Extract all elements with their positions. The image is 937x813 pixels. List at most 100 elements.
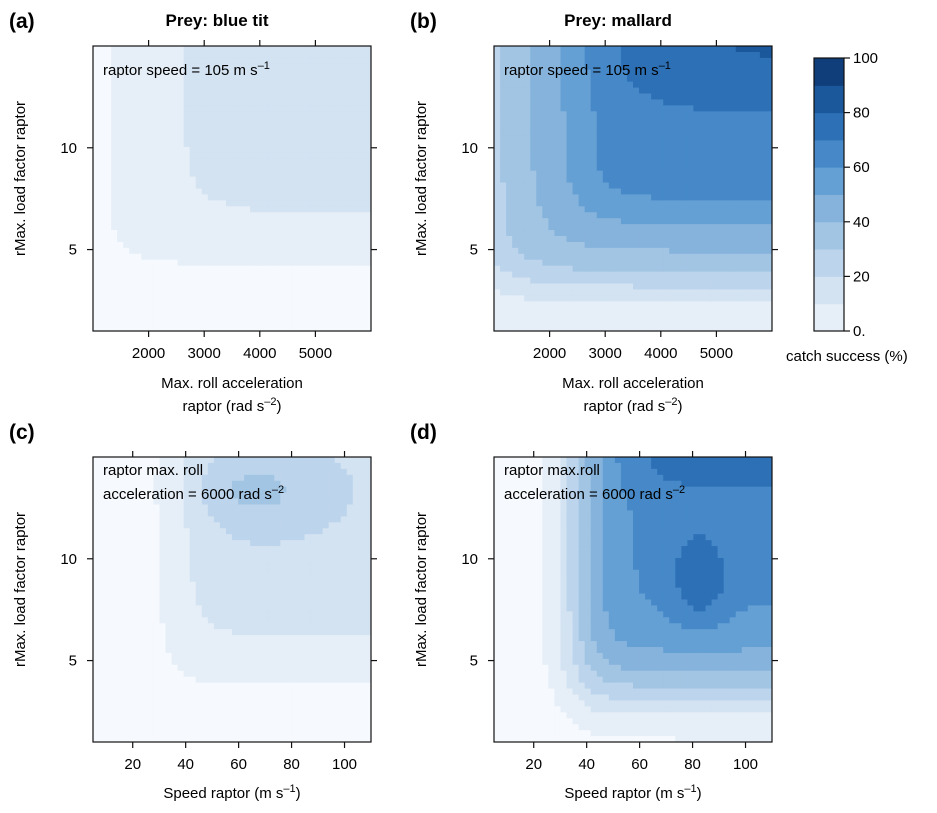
- heatmap-cell: [189, 105, 197, 112]
- heatmap-cell: [129, 712, 136, 719]
- heatmap-cell: [183, 51, 191, 59]
- heatmap-cell: [711, 158, 719, 166]
- heatmap-cell: [298, 224, 306, 231]
- heatmap-cell: [584, 307, 592, 314]
- heatmap-cell: [705, 283, 713, 291]
- heatmap-cell: [99, 694, 106, 702]
- heatmap-cell: [171, 241, 179, 249]
- heatmap-cell: [494, 224, 501, 231]
- heatmap-cell: [548, 247, 556, 255]
- heatmap-cell: [189, 212, 197, 219]
- heatmap-cell: [123, 528, 130, 535]
- heatmap-cell: [536, 301, 543, 308]
- heatmap-cell: [524, 236, 531, 243]
- heatmap-cell: [135, 546, 142, 553]
- heatmap-cell: [304, 253, 312, 261]
- heatmap-cell: [141, 283, 148, 291]
- heatmap-cell: [524, 206, 531, 213]
- heatmap-cell: [105, 617, 112, 624]
- heatmap-cell: [741, 81, 749, 89]
- heatmap-cell: [93, 129, 100, 136]
- heatmap-cell: [105, 658, 112, 666]
- heatmap-cell: [280, 319, 287, 326]
- heatmap-cell: [530, 283, 537, 291]
- heatmap-cell: [328, 289, 336, 296]
- heatmap-cell: [542, 51, 549, 59]
- heatmap-cell: [123, 468, 130, 476]
- heatmap-cell: [334, 319, 342, 326]
- heatmap-cell: [105, 277, 112, 285]
- heatmap-cell: [608, 277, 616, 285]
- heatmap-cell: [681, 135, 688, 142]
- heatmap-cell: [506, 265, 513, 273]
- heatmap-cell: [93, 271, 100, 279]
- heatmap-cell: [153, 46, 161, 53]
- heatmap-cell: [183, 277, 191, 285]
- heatmap-cell: [286, 212, 294, 219]
- heatmap-cell: [364, 206, 371, 213]
- heatmap-cell: [310, 241, 318, 249]
- heatmap-cell: [705, 194, 713, 201]
- heatmap-cell: [99, 129, 106, 136]
- heatmap-cell: [352, 99, 360, 106]
- heatmap-cell: [201, 170, 209, 178]
- heatmap-cell: [280, 271, 287, 279]
- heatmap-cell: [352, 170, 360, 178]
- heatmap-cell: [352, 51, 360, 59]
- heatmap-cell: [699, 117, 707, 124]
- heatmap-cell: [633, 81, 640, 89]
- heatmap-cell: [99, 504, 106, 512]
- heatmap-cell: [274, 277, 281, 285]
- heatmap-cell: [711, 230, 719, 237]
- heatmap-cell: [530, 146, 537, 154]
- heatmap-cell: [584, 253, 592, 261]
- heatmap-cell: [494, 182, 501, 190]
- heatmap-cell: [608, 236, 616, 243]
- heatmap-cell: [699, 105, 707, 112]
- heatmap-cell: [614, 218, 622, 225]
- heatmap-cell: [524, 325, 531, 331]
- heatmap-cell: [524, 63, 531, 71]
- heatmap-cell: [584, 146, 592, 154]
- heatmap-cell: [310, 117, 318, 124]
- heatmap-cell: [608, 218, 616, 225]
- heatmap-cell: [298, 230, 306, 237]
- heatmap-cell: [268, 129, 275, 136]
- heatmap-cell: [346, 105, 354, 112]
- heatmap-cell: [578, 194, 586, 201]
- heatmap-cell: [681, 277, 688, 285]
- heatmap-cell: [117, 647, 124, 654]
- heatmap-cell: [753, 105, 761, 112]
- heatmap-cell: [364, 265, 371, 273]
- heatmap-cell: [135, 492, 142, 500]
- heatmap-cell: [334, 129, 342, 136]
- heatmap-cell: [626, 87, 634, 95]
- heatmap-cell: [741, 307, 749, 314]
- heatmap-cell: [352, 295, 360, 302]
- heatmap-cell: [123, 736, 130, 742]
- heatmap-cell: [147, 676, 155, 684]
- heatmap-cell: [753, 236, 761, 243]
- heatmap-cell: [651, 230, 658, 237]
- heatmap-cell: [705, 218, 713, 225]
- heatmap-cell: [322, 241, 330, 249]
- heatmap-cell: [590, 141, 598, 148]
- heatmap-cell: [675, 259, 682, 267]
- heatmap-cell: [147, 57, 155, 65]
- heatmap-cell: [639, 307, 646, 314]
- heatmap-cell: [153, 313, 161, 320]
- heatmap-cell: [711, 63, 719, 71]
- heatmap-cell: [262, 51, 269, 59]
- heatmap-cell: [554, 230, 562, 237]
- heatmap-cell: [147, 516, 155, 523]
- heatmap-cell: [219, 75, 227, 83]
- heatmap-cell: [633, 87, 640, 95]
- heatmap-cell: [512, 218, 519, 225]
- heatmap-cell: [147, 730, 155, 737]
- heatmap-cell: [153, 105, 161, 112]
- heatmap-cell: [548, 129, 556, 136]
- heatmap-cell: [747, 46, 755, 53]
- heatmap-cell: [117, 295, 124, 302]
- heatmap-cell: [165, 51, 173, 59]
- heatmap-cell: [566, 99, 574, 106]
